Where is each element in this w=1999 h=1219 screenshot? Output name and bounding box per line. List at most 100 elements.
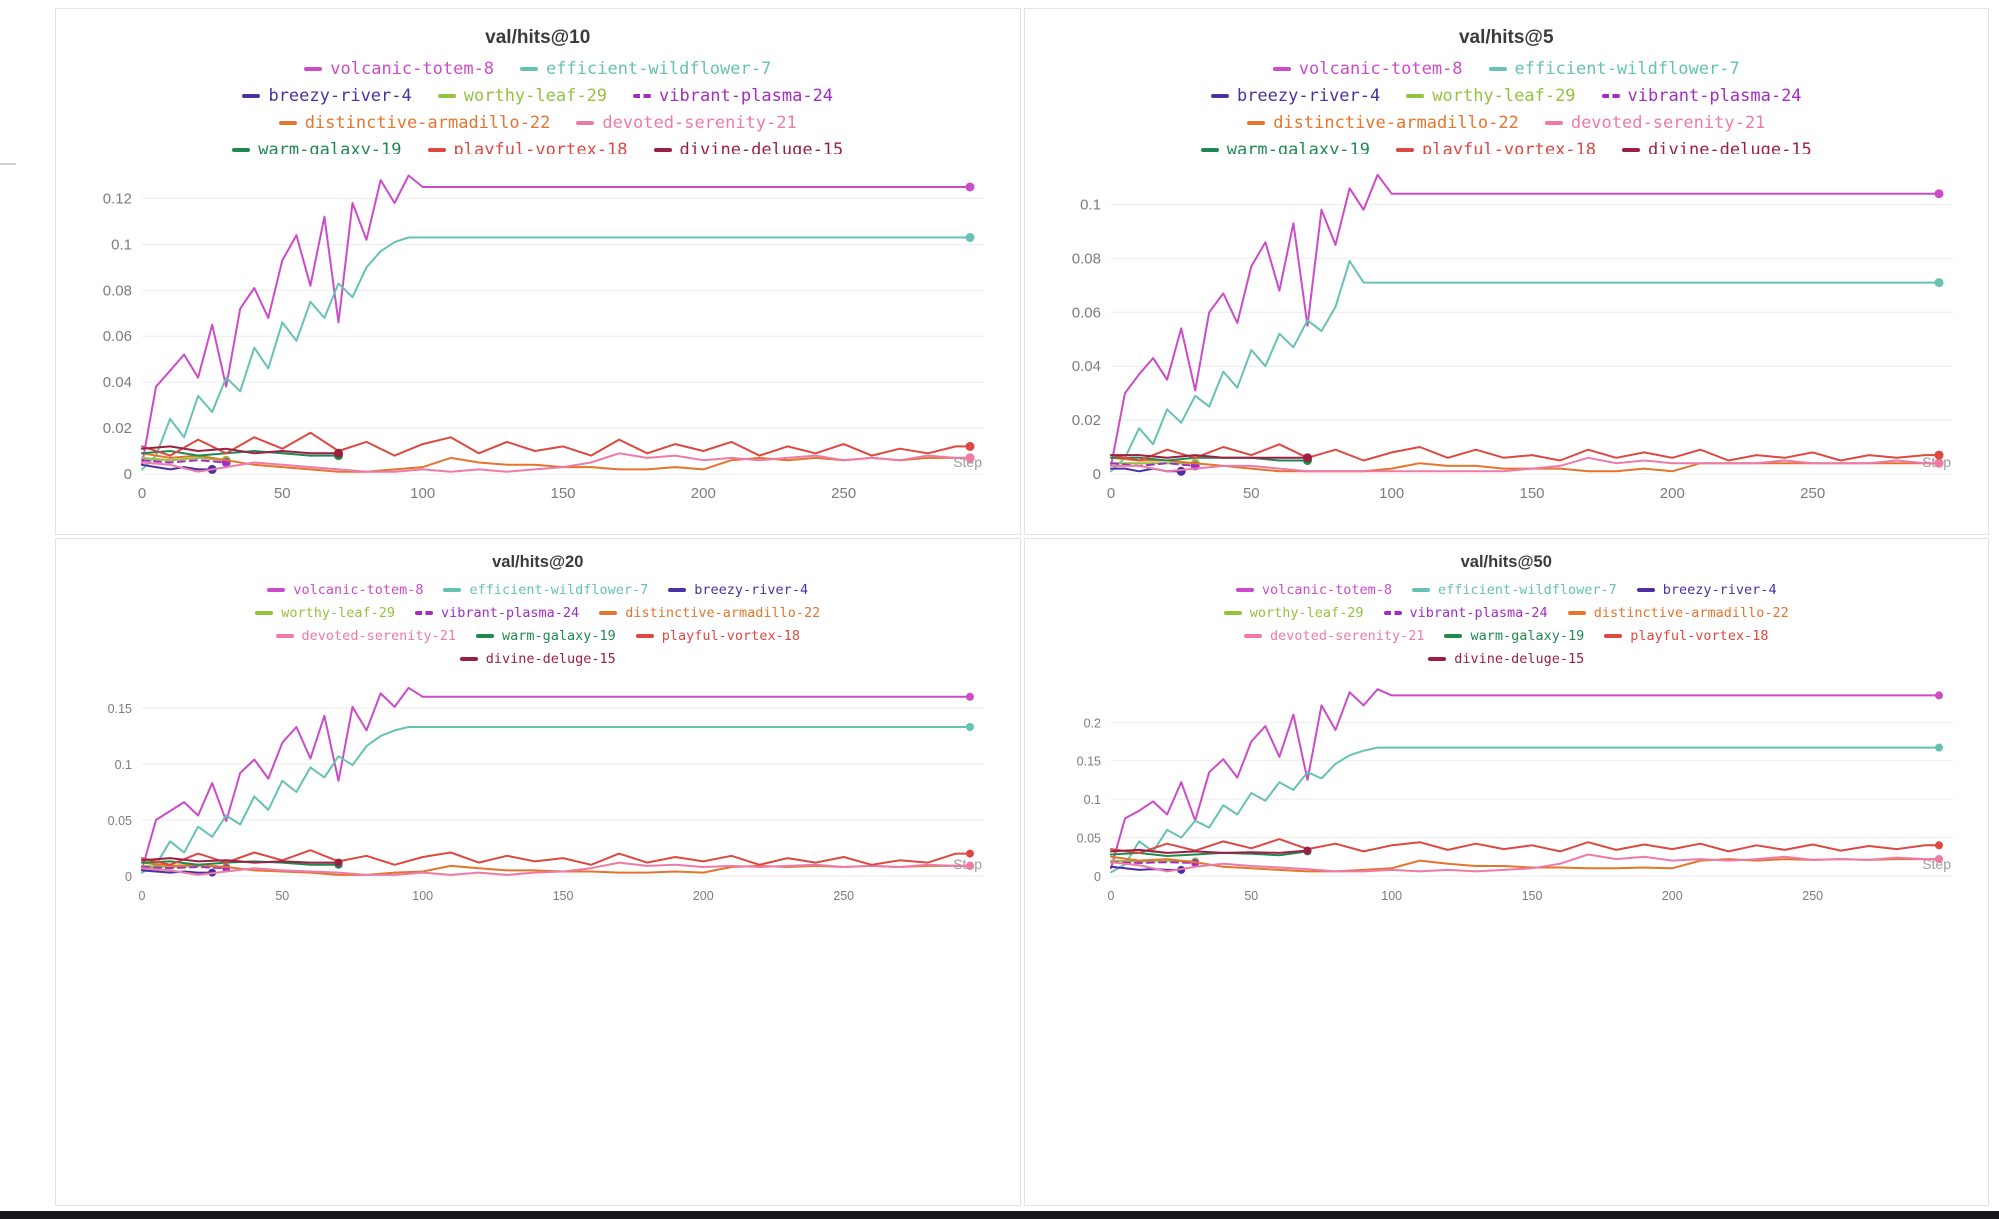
legend-item-distinctive-armadillo-22[interactable]: distinctive-armadillo-22 (599, 605, 820, 621)
legend-label: volcanic-totem-8 (1298, 58, 1463, 79)
series-line-vibrant-plasma-24[interactable] (141, 459, 228, 464)
legend-label: worthy-leaf-29 (463, 85, 608, 106)
legend-item-vibrant-plasma-24[interactable]: vibrant-plasma-24 (633, 86, 833, 106)
chart-legend: volcanic-totem-8 efficient-wildflower-7 br… (1031, 578, 1983, 670)
legend-label: divine-deluge-15 (679, 139, 844, 155)
y-tick-label: 0.1 (115, 758, 132, 772)
legend-item-worthy-leaf-29[interactable]: worthy-leaf-29 (437, 85, 608, 106)
y-tick-label: 0.12 (103, 190, 132, 207)
legend-item-divine-deluge-15[interactable]: divine-deluge-15 (653, 139, 844, 155)
series-line-devoted-serenity-21[interactable] (1109, 456, 1940, 473)
chart-canvas[interactable]: 00.020.040.060.080.10.120 50 100 150 200 250S… (62, 154, 1014, 506)
legend-item-distinctive-armadillo-22[interactable]: distinctive-armadillo-22 (1247, 113, 1519, 133)
chart-canvas[interactable]: 00.020.040.060.080.1050100150200250Step (1031, 154, 1983, 506)
series-line-worthy-leaf-29[interactable] (141, 456, 228, 462)
legend-item-divine-deluge-15[interactable]: divine-deluge-15 (459, 651, 616, 667)
legend-line-icon (1396, 147, 1415, 152)
series-end-dot (1934, 450, 1943, 460)
series-line-divine-deluge-15[interactable] (141, 445, 340, 455)
legend-item-vibrant-plasma-24[interactable]: vibrant-plasma-24 (1383, 605, 1548, 621)
y-tick-label: 0.08 (1071, 250, 1100, 267)
chart-canvas[interactable]: 00.050.10.15050100150200250Step (62, 670, 1014, 908)
series-line-volcanic-totem-8[interactable] (1109, 688, 1940, 870)
legend-item-efficient-wildflower-7[interactable]: efficient-wildflower-7 (443, 582, 648, 598)
legend-item-divine-deluge-15[interactable]: divine-deluge-15 (1428, 651, 1584, 667)
legend-item-volcanic-totem-8[interactable]: volcanic-totem-8 (267, 582, 423, 598)
legend-line-icon (1444, 633, 1463, 638)
legend-label: devoted-serenity-21 (301, 627, 456, 644)
series-end-dot (1934, 278, 1943, 288)
series-line-efficient-wildflower-7[interactable] (1109, 746, 1940, 874)
series-line-playful-vortex-18[interactable] (141, 849, 971, 866)
series-end-dot (1934, 855, 1943, 864)
legend-item-volcanic-totem-8[interactable]: volcanic-totem-8 (304, 59, 494, 79)
legend-item-warm-galaxy-19[interactable]: warm-galaxy-19 (1200, 140, 1370, 154)
series-line-breezy-river-4[interactable] (1109, 865, 1182, 871)
legend-item-breezy-river-4[interactable]: breezy-river-4 (668, 582, 808, 598)
series-line-playful-vortex-18[interactable] (1109, 838, 1940, 854)
legend-item-playful-vortex-18[interactable]: playful-vortex-18 (1604, 628, 1768, 644)
series-line-efficient-wildflower-7[interactable] (1109, 260, 1940, 473)
series-line-devoted-serenity-21[interactable] (141, 861, 971, 876)
legend-item-devoted-serenity-21[interactable]: devoted-serenity-21 (1244, 628, 1424, 644)
series-line-divine-deluge-15[interactable] (1109, 454, 1308, 459)
legend-label: vibrant-plasma-24 (441, 604, 580, 621)
legend-item-worthy-leaf-29[interactable]: worthy-leaf-29 (1223, 605, 1364, 621)
legend-item-breezy-river-4[interactable]: breezy-river-4 (1210, 86, 1380, 106)
x-tick-label: 250 (833, 889, 854, 903)
legend-item-volcanic-totem-8[interactable]: volcanic-totem-8 (1235, 582, 1392, 598)
legend-label: efficient-wildflower-7 (546, 58, 772, 79)
legend-item-efficient-wildflower-7[interactable]: efficient-wildflower-7 (1488, 59, 1740, 79)
series-line-efficient-wildflower-7[interactable] (141, 236, 971, 471)
series-line-vibrant-plasma-24[interactable] (141, 866, 228, 870)
series-line-volcanic-totem-8[interactable] (141, 174, 971, 466)
legend-item-divine-deluge-15[interactable]: divine-deluge-15 (1622, 140, 1812, 154)
legend-item-warm-galaxy-19[interactable]: warm-galaxy-19 (232, 140, 402, 154)
x-tick-label: 200 (1659, 485, 1684, 502)
series-line-divine-deluge-15[interactable] (141, 857, 340, 864)
legend-item-volcanic-totem-8[interactable]: volcanic-totem-8 (1272, 58, 1463, 79)
legend-item-vibrant-plasma-24[interactable]: vibrant-plasma-24 (415, 605, 579, 621)
x-tick-label: 150 (1521, 889, 1542, 903)
legend-item-distinctive-armadillo-22[interactable]: distinctive-armadillo-22 (278, 113, 550, 133)
legend-item-worthy-leaf-29[interactable]: worthy-leaf-29 (1406, 86, 1576, 106)
series-end-dot (1176, 466, 1186, 476)
legend-item-warm-galaxy-19[interactable]: warm-galaxy-19 (1444, 628, 1584, 644)
series-line-playful-vortex-18[interactable] (141, 431, 971, 457)
legend-item-breezy-river-4[interactable]: breezy-river-4 (1636, 582, 1777, 598)
series-line-devoted-serenity-21[interactable] (141, 452, 971, 473)
series-line-breezy-river-4[interactable] (141, 463, 214, 471)
series-line-playful-vortex-18[interactable] (1109, 443, 1940, 462)
series-line-efficient-wildflower-7[interactable] (141, 726, 971, 874)
legend-row: volcanic-totem-8 efficient-wildflower-7 br… (62, 578, 1014, 601)
legend-item-warm-galaxy-19[interactable]: warm-galaxy-19 (475, 628, 616, 644)
series-line-warm-galaxy-19[interactable] (141, 450, 340, 457)
legend-item-devoted-serenity-21[interactable]: devoted-serenity-21 (275, 627, 456, 644)
chart-legend: volcanic-totem-8 efficient-wildflower-7 br… (62, 578, 1014, 670)
legend-item-distinctive-armadillo-22[interactable]: distinctive-armadillo-22 (1567, 605, 1789, 621)
series-line-divine-deluge-15[interactable] (1109, 848, 1308, 854)
legend-label: playful-vortex-18 (1422, 139, 1597, 155)
chart-plot-area: 00.050.10.15050100150200250Step (62, 670, 1014, 908)
legend-item-efficient-wildflower-7[interactable]: efficient-wildflower-7 (520, 59, 771, 79)
series-line-vibrant-plasma-24[interactable] (1109, 462, 1196, 467)
legend-line-icon (1223, 610, 1242, 615)
legend-item-playful-vortex-18[interactable]: playful-vortex-18 (427, 140, 628, 154)
legend-item-vibrant-plasma-24[interactable]: vibrant-plasma-24 (1601, 86, 1802, 106)
series-line-vibrant-plasma-24[interactable] (1109, 861, 1196, 864)
series-line-volcanic-totem-8[interactable] (141, 686, 971, 871)
series-line-warm-galaxy-19[interactable] (1109, 850, 1308, 857)
legend-item-worthy-leaf-29[interactable]: worthy-leaf-29 (255, 605, 395, 621)
legend-item-playful-vortex-18[interactable]: playful-vortex-18 (635, 628, 800, 644)
legend-row: devoted-serenity-21 warm-galaxy-19 playful… (62, 624, 1014, 647)
legend-item-playful-vortex-18[interactable]: playful-vortex-18 (1396, 139, 1597, 155)
legend-item-devoted-serenity-21[interactable]: devoted-serenity-21 (1544, 113, 1765, 133)
legend-item-breezy-river-4[interactable]: breezy-river-4 (242, 86, 412, 106)
series-line-devoted-serenity-21[interactable] (1109, 853, 1940, 873)
x-tick-label: 250 (1800, 485, 1825, 502)
series-line-volcanic-totem-8[interactable] (1109, 173, 1940, 467)
legend-item-devoted-serenity-21[interactable]: devoted-serenity-21 (576, 113, 797, 133)
legend-item-efficient-wildflower-7[interactable]: efficient-wildflower-7 (1411, 582, 1617, 598)
